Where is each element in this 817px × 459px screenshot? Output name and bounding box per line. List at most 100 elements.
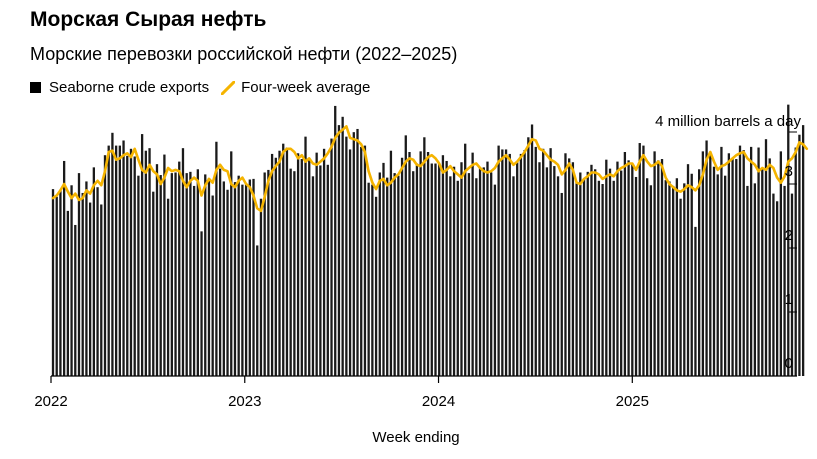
bar [712,166,716,376]
bar [244,184,248,376]
bar [222,181,225,376]
bar [783,185,786,376]
bar [478,168,482,376]
bar [204,174,207,376]
bar [293,171,296,376]
bar [96,187,99,376]
bar [114,145,118,376]
bar [445,160,448,376]
bar [51,189,55,376]
bar [341,116,344,377]
bar [285,147,289,376]
bar [731,157,734,376]
bar [118,145,121,376]
bar [553,166,556,376]
bar [426,152,430,376]
bar [363,145,367,376]
bar [575,182,578,376]
bar [612,180,615,376]
bar [77,173,81,376]
bar [486,161,489,376]
legend-label-exports: Seaborne crude exports [49,79,210,96]
bar [252,178,255,376]
bar [475,178,478,376]
bar [801,125,805,377]
bar [348,149,352,376]
bar [735,159,738,376]
bar [449,176,452,376]
bar [690,173,693,376]
bar [107,145,110,376]
bar [334,105,337,377]
bar [512,176,515,376]
bar [686,164,690,376]
bar [140,134,144,376]
bar [631,164,634,376]
line-swatch-icon [221,80,236,95]
bar [300,159,303,376]
x-tick-label: 2024 [422,393,455,410]
bar [308,159,311,376]
bar [412,171,415,376]
bar [438,163,441,376]
bar [189,171,192,376]
bar [768,158,771,376]
bar [419,151,422,376]
bar [371,184,374,376]
bar [248,179,251,376]
x-tick-label: 2023 [228,393,261,410]
bar [620,170,623,376]
bar [88,202,92,376]
legend-item-average: Four-week average [221,79,370,96]
average-series [51,125,809,213]
bar [382,162,385,376]
bar [679,198,682,376]
bar [374,196,378,376]
bar [66,210,70,376]
bar [270,153,274,376]
bar [493,184,497,376]
bar [538,162,541,376]
bar [126,155,129,376]
bar [92,167,95,376]
bar [122,140,125,376]
bar [233,182,237,376]
bar [623,152,627,376]
bar [634,176,638,376]
bar [296,153,300,376]
bar [705,140,708,376]
bar [81,192,84,376]
x-tick-label: 2022 [34,393,67,410]
bar [482,167,485,376]
bar [319,165,322,376]
bar [144,150,147,376]
bar [798,134,801,376]
bar [556,176,560,376]
bar [441,155,445,376]
bar [564,153,567,376]
bar [527,137,530,376]
bar [749,146,753,376]
bar [129,148,133,376]
bar [456,180,459,376]
y-tick-label: 0 [785,355,793,372]
bar [337,125,341,377]
bar [289,168,292,376]
bar [356,128,359,376]
bar [660,159,664,376]
bar [430,163,433,376]
bar [452,166,456,376]
bar [55,196,58,376]
bar [508,153,511,376]
bar [62,160,66,376]
bar [174,172,177,376]
bar [582,179,586,376]
bar [74,224,77,376]
bar [542,148,545,376]
x-tick-label: 2025 [616,393,649,410]
bar [605,159,608,376]
bar [282,143,285,376]
bar [267,169,270,376]
bar [579,172,582,376]
bar [627,160,630,376]
